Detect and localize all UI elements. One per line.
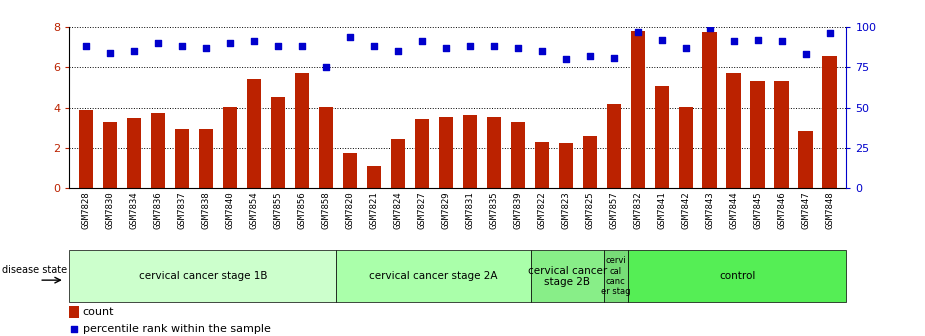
Bar xyxy=(822,56,837,188)
Bar xyxy=(607,104,621,188)
Bar xyxy=(366,166,381,188)
FancyBboxPatch shape xyxy=(628,250,846,302)
Point xyxy=(750,37,765,42)
Point xyxy=(294,44,309,49)
Bar xyxy=(69,306,79,318)
Bar xyxy=(79,110,93,188)
Bar xyxy=(295,73,309,188)
Point xyxy=(366,44,381,49)
Bar xyxy=(247,79,261,188)
Text: cervical cancer stage 2A: cervical cancer stage 2A xyxy=(369,271,498,281)
Bar xyxy=(390,139,405,188)
Text: cervi
cal
canc
er stag: cervi cal canc er stag xyxy=(601,256,631,296)
Text: percentile rank within the sample: percentile rank within the sample xyxy=(82,324,271,334)
Point xyxy=(462,44,477,49)
Point xyxy=(487,44,501,49)
FancyBboxPatch shape xyxy=(69,250,337,302)
Point xyxy=(630,29,645,34)
Bar xyxy=(103,122,117,188)
Point xyxy=(151,40,166,46)
Bar xyxy=(343,153,357,188)
Point xyxy=(199,45,214,50)
Point xyxy=(79,44,93,49)
Bar xyxy=(798,131,813,188)
Text: cervical cancer stage 1B: cervical cancer stage 1B xyxy=(139,271,267,281)
Point xyxy=(414,39,429,44)
Bar xyxy=(175,129,190,188)
Text: control: control xyxy=(719,271,756,281)
Point xyxy=(438,45,453,50)
FancyBboxPatch shape xyxy=(337,250,531,302)
Point xyxy=(654,37,669,42)
Bar xyxy=(679,107,693,188)
Point xyxy=(774,39,789,44)
Bar xyxy=(583,136,597,188)
Point xyxy=(798,52,813,57)
Bar xyxy=(511,122,525,188)
Bar xyxy=(271,97,285,188)
FancyBboxPatch shape xyxy=(531,250,603,302)
Text: cervical cancer
stage 2B: cervical cancer stage 2B xyxy=(527,265,607,287)
Text: count: count xyxy=(82,307,114,317)
Bar xyxy=(702,32,717,188)
Bar xyxy=(438,117,453,188)
FancyBboxPatch shape xyxy=(603,250,628,302)
Point xyxy=(535,48,549,54)
Bar xyxy=(774,81,789,188)
Bar xyxy=(319,107,333,188)
Point xyxy=(342,34,357,39)
Point xyxy=(822,31,837,36)
Point xyxy=(583,53,598,58)
Bar xyxy=(414,119,429,188)
Bar xyxy=(127,118,142,188)
Point xyxy=(511,45,525,50)
Point xyxy=(271,44,286,49)
Bar xyxy=(750,81,765,188)
Point xyxy=(175,44,190,49)
Point xyxy=(127,48,142,54)
Bar xyxy=(535,142,549,188)
Bar xyxy=(487,117,501,188)
Bar xyxy=(199,129,214,188)
Bar xyxy=(559,143,573,188)
Bar xyxy=(462,115,477,188)
Point xyxy=(247,39,262,44)
Point xyxy=(318,65,333,70)
Point xyxy=(607,55,622,60)
Bar xyxy=(223,107,237,188)
Point xyxy=(223,40,238,46)
Point xyxy=(67,326,81,331)
Point xyxy=(559,56,574,62)
Bar xyxy=(655,86,669,188)
Bar xyxy=(726,73,741,188)
Point xyxy=(390,48,405,54)
Text: disease state: disease state xyxy=(2,265,67,275)
Point xyxy=(678,45,693,50)
Bar xyxy=(151,113,166,188)
Bar xyxy=(631,31,645,188)
Point xyxy=(103,50,117,55)
Point xyxy=(702,26,717,31)
Point xyxy=(726,39,741,44)
